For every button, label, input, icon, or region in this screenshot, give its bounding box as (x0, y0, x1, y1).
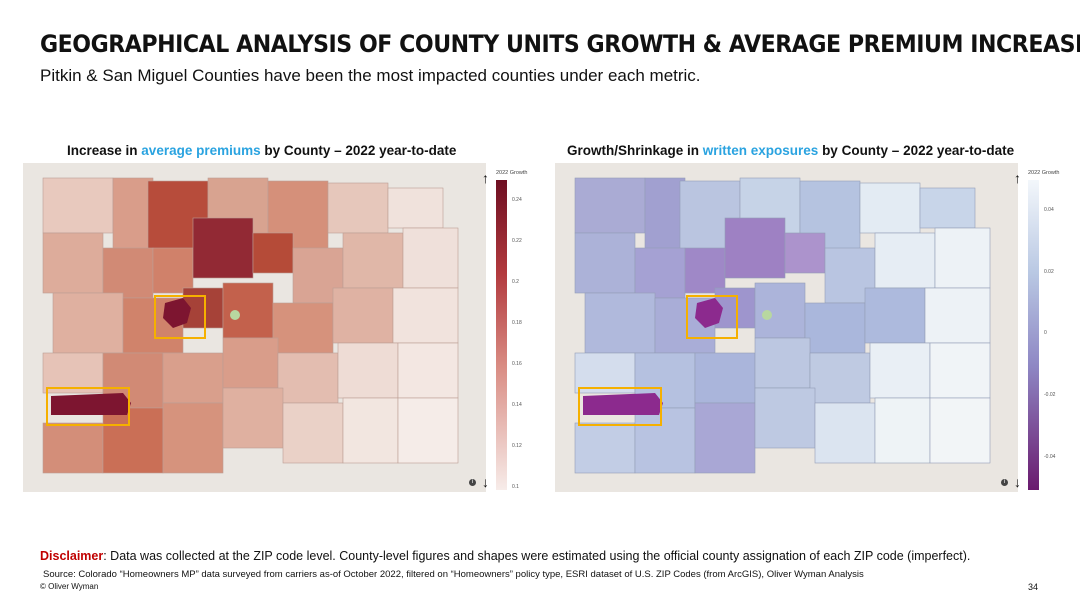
left-legend-tick: 0.2 (512, 279, 519, 285)
left-legend-tick: 0.22 (512, 238, 522, 244)
san-miguel-highlight-box (46, 387, 130, 426)
exposure-choropleth-map (555, 163, 1018, 492)
left-legend-colorbar (496, 180, 507, 490)
arrow-down-icon: ↓ (482, 474, 489, 490)
disclaimer-label: Disclaimer (40, 549, 104, 563)
right-map-title-post: by County – 2022 year-to-date (818, 143, 1015, 158)
disclaimer-text: : Data was collected at the ZIP code lev… (103, 549, 971, 563)
left-legend-tick: 0.1 (512, 484, 519, 490)
right-legend-tick: -0.04 (1044, 454, 1056, 460)
page-number: 34 (1028, 582, 1039, 592)
right-legend-colorbar (1028, 180, 1039, 490)
pitkin-county-shape (163, 298, 191, 328)
arrow-up-icon: ↑ (1014, 170, 1021, 186)
right-map-title-pre: Growth/Shrinkage in (567, 143, 703, 158)
right-legend-tick: 0 (1044, 330, 1047, 336)
right-legend-title: 2022 Growth (1028, 170, 1060, 176)
left-legend-tick: 0.18 (512, 320, 522, 326)
right-map-title: Growth/Shrinkage in written exposures by… (567, 143, 1014, 158)
pitkin-highlight-box (154, 295, 206, 339)
premium-choropleth-map (23, 163, 486, 492)
left-map-title-accent: average premiums (141, 143, 261, 158)
slide-subtitle: Pitkin & San Miguel Counties have been t… (40, 66, 701, 85)
right-map-title-accent: written exposures (702, 143, 819, 158)
left-map-legend: 2022 Growth 0.24 0.22 0.2 0.18 0.16 0.14… (486, 170, 528, 490)
left-map-title: Increase in average premiums by County –… (67, 143, 456, 158)
left-legend-tick: 0.14 (512, 402, 522, 408)
left-map-title-pre: Increase in (67, 143, 142, 158)
left-map-info-icon[interactable]: i (469, 479, 476, 486)
san-miguel-county-shape (583, 393, 663, 415)
source-note: Source: Colorado “Homeowners MP” data su… (43, 569, 864, 580)
slide-title: GEOGRAPHICAL ANALYSIS OF COUNTY UNITS GR… (40, 30, 1080, 58)
left-map-title-post: by County – 2022 year-to-date (260, 143, 457, 158)
left-legend-tick: 0.16 (512, 361, 522, 367)
pitkin-county-shape (695, 298, 723, 328)
copyright: © Oliver Wyman (40, 582, 99, 591)
san-miguel-county-shape (51, 393, 131, 415)
right-legend-tick: -0.02 (1044, 392, 1056, 398)
arrow-up-icon: ↑ (482, 170, 489, 186)
san-miguel-highlight-box (578, 387, 662, 426)
left-legend-tick: 0.24 (512, 197, 522, 203)
left-legend-tick: 0.12 (512, 443, 522, 449)
left-legend-title: 2022 Growth (496, 170, 528, 176)
disclaimer: Disclaimer: Data was collected at the ZI… (40, 549, 970, 563)
right-map-info-icon[interactable]: i (1001, 479, 1008, 486)
right-legend-tick: 0.04 (1044, 207, 1054, 213)
right-map-legend: 2022 Growth 0.04 0.02 0 -0.02 -0.04 (1018, 170, 1060, 490)
right-legend-tick: 0.02 (1044, 269, 1054, 275)
pitkin-highlight-box (686, 295, 738, 339)
arrow-down-icon: ↓ (1014, 474, 1021, 490)
